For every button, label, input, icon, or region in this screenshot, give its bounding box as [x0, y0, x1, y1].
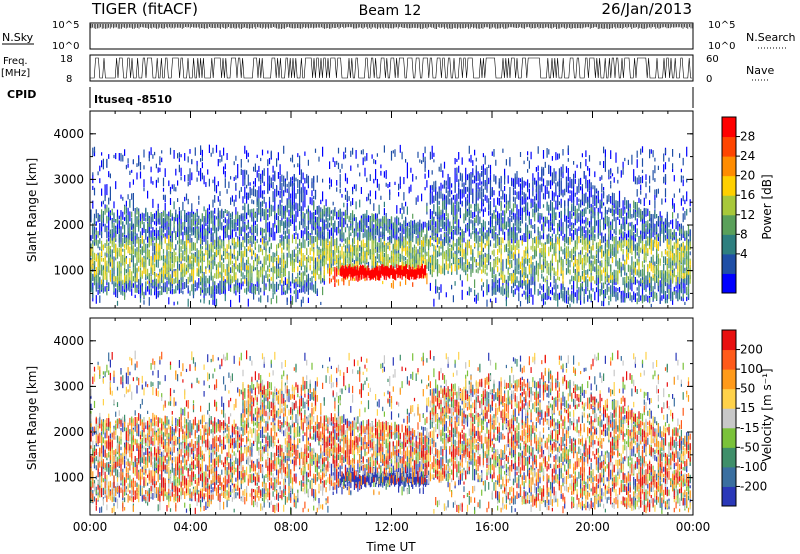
velocity-panel: 1000 2000 3000 4000 00:00 04:00 08:00 12:00 16:0…: [25, 317, 711, 554]
echo-points-4: [90, 234, 691, 285]
colorbar-tick-label: 50: [740, 382, 755, 396]
freq-label: Freq.: [3, 56, 28, 67]
plot-title: TIGER (fitACF): [91, 0, 198, 18]
power-panel: 1000 2000 3000 4000 Slant Range [km]: [25, 110, 694, 309]
cpid-value: Ituseq -8510: [94, 93, 172, 106]
time-axis-label: Time UT: [365, 540, 416, 554]
beam-label: Beam 12: [359, 3, 422, 19]
echo-points-5: [90, 235, 691, 285]
colorbar-tick-label: 12: [740, 208, 755, 222]
nsearch-label: N.Search: [746, 31, 796, 44]
colorbar-segment: [722, 388, 736, 409]
freq-tick-low: 8: [66, 74, 72, 85]
colorbar-tick-label: 8: [740, 227, 748, 241]
y-tick-label: 3000: [53, 172, 84, 186]
velocity-colorbar: 200 100 50 15 -15 -50 -100 -200: [721, 329, 767, 507]
nave-tick-low: 0: [706, 74, 712, 85]
colorbar-segment: [722, 234, 736, 255]
y-tick-label: 3000: [53, 379, 84, 393]
nsky-label: N.Sky: [2, 31, 34, 44]
colorbar-segment: [722, 214, 736, 235]
cpid-strip: Ituseq -8510: [89, 87, 694, 108]
y-tick-label: 2000: [53, 218, 84, 232]
colorbar-tick-label: 15: [740, 401, 755, 415]
colorbar-tick-label: -100: [740, 460, 767, 474]
noise-tick-low: 10^0: [52, 41, 79, 52]
colorbar-tick-label: -15: [740, 421, 760, 435]
y-tick-label: 1000: [53, 264, 84, 278]
x-tick-label: 08:00: [274, 520, 309, 534]
nave-label: Nave: [746, 64, 774, 77]
colorbar-segment: [722, 136, 736, 157]
cpid-label: CPID: [7, 88, 36, 101]
colorbar-segment: [722, 156, 736, 177]
x-tick-label: 04:00: [173, 520, 208, 534]
colorbar-tick-label: 16: [740, 188, 755, 202]
colorbar-segment: [722, 273, 736, 294]
colorbar-segment: [722, 466, 736, 487]
x-tick-label: 00:00: [73, 520, 108, 534]
colorbar-segment: [722, 427, 736, 448]
freq-unit-label: [MHz]: [1, 68, 30, 79]
x-tick-label: 20:00: [575, 520, 610, 534]
velocity-colorbar-label: Velocity [m s⁻¹]: [760, 368, 774, 461]
nsearch-tick-high: 10^5: [708, 20, 735, 31]
date-label: 26/Jan/2013: [602, 0, 693, 18]
colorbar-tick-label: -200: [740, 479, 767, 493]
nave-tick-high: 60: [706, 54, 719, 65]
power-ylabel: Slant Range [km]: [25, 158, 39, 262]
power-colorbar-label: Power [dB]: [760, 174, 774, 239]
colorbar-segment: [722, 447, 736, 468]
colorbar-frame: [721, 329, 737, 507]
nsearch-tick-low: 10^0: [708, 41, 735, 52]
y-tick-label: 1000: [53, 471, 84, 485]
colorbar-segment: [722, 253, 736, 274]
colorbar-segment: [722, 175, 736, 196]
colorbar-tick-label: 200: [740, 343, 763, 357]
x-tick-label: 16:00: [475, 520, 510, 534]
colorbar-segment: [722, 195, 736, 216]
y-tick-label: 2000: [53, 425, 84, 439]
echo-points-8: [334, 263, 427, 287]
colorbar-tick-label: 4: [740, 247, 748, 261]
x-tick-label: 12:00: [374, 520, 409, 534]
y-tick-label: 4000: [53, 127, 84, 141]
frequency-trace: [89, 57, 692, 79]
colorbar-segment: [722, 486, 736, 507]
colorbar-segment: [722, 349, 736, 370]
freq-tick-high: 18: [60, 54, 73, 65]
colorbar-tick-label: 24: [740, 149, 755, 163]
velocity-ylabel: Slant Range [km]: [25, 366, 39, 470]
colorbar-segment: [722, 117, 736, 138]
noise-trace: [90, 24, 693, 29]
colorbar-tick-label: 20: [740, 169, 755, 183]
noise-strip: 10^5 10^0 10^5 10^0: [52, 20, 735, 52]
colorbar-segment: [722, 369, 736, 390]
colorbar-tick-label: -50: [740, 440, 760, 454]
colorbar-frame: [721, 116, 737, 294]
noise-tick-high: 10^5: [52, 20, 79, 31]
freq-strip: 18 8 60 0: [60, 54, 719, 85]
echo-points-8: [90, 350, 691, 514]
colorbar-segment: [722, 330, 736, 351]
x-tick-label: 00:00: [676, 520, 711, 534]
colorbar-tick-label: 28: [740, 130, 755, 144]
y-tick-label: 4000: [53, 334, 84, 348]
colorbar-segment: [722, 408, 736, 429]
colorbar-tick-label: 100: [740, 362, 763, 376]
power-colorbar: 28 24 20 16 12 8 4: [721, 116, 755, 294]
